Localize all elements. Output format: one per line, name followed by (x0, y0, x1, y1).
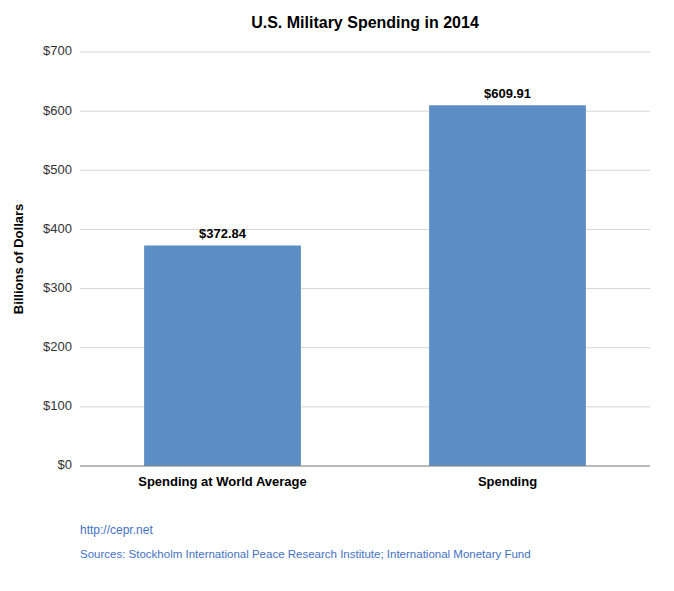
y-tick-label: $300 (43, 280, 72, 295)
y-tick-label: $0 (58, 457, 72, 472)
y-tick-label: $600 (43, 103, 72, 118)
grid-line (80, 466, 650, 467)
y-tick-label: $100 (43, 398, 72, 413)
x-tick-label: Spending at World Average (138, 474, 307, 489)
x-axis-line (80, 466, 650, 467)
y-axis-label: Billions of Dollars (11, 204, 26, 315)
grid-line (80, 52, 650, 53)
y-tick-label: $700 (43, 43, 72, 58)
y-tick-label: $400 (43, 221, 72, 236)
chart: $0 $100 $200 $300 $400 $500 $600 $700 $372.84 $60… (0, 0, 674, 591)
bar (429, 105, 586, 466)
bar (144, 245, 301, 466)
x-tick-label: Spending (478, 474, 537, 489)
footnote: http://cepr.net (80, 523, 153, 537)
y-tick-label: $200 (43, 339, 72, 354)
bars (144, 105, 586, 466)
title: U.S. Military Spending in 2014 (251, 14, 479, 31)
data-label: $609.91 (484, 86, 531, 101)
footnote: Sources: Stockholm International Peace R… (80, 548, 531, 560)
data-label: $372.84 (199, 226, 247, 241)
y-axis: $0 $100 $200 $300 $400 $500 $600 $700 (43, 43, 650, 472)
y-tick-label: $500 (43, 162, 72, 177)
